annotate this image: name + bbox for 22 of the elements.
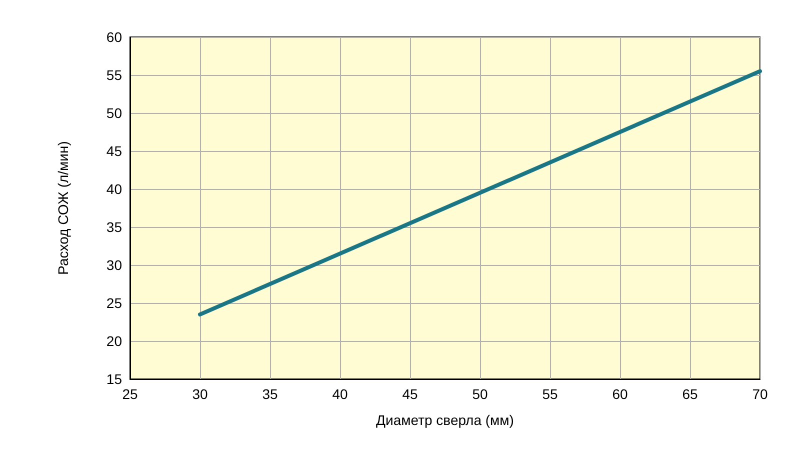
y-tick-label: 60 — [106, 29, 122, 45]
y-tick-label: 15 — [106, 371, 122, 387]
x-tick-label: 60 — [612, 386, 628, 402]
y-tick-label: 25 — [106, 295, 122, 311]
x-tick-label: 55 — [542, 386, 558, 402]
y-tick-label: 55 — [106, 67, 122, 83]
x-axis-title: Диаметр сверла (мм) — [376, 412, 514, 428]
y-tick-label: 35 — [106, 219, 122, 235]
y-tick-label: 20 — [106, 333, 122, 349]
y-tick-label: 50 — [106, 105, 122, 121]
x-tick-label: 65 — [682, 386, 698, 402]
x-tick-label: 50 — [472, 386, 488, 402]
x-tick-label: 70 — [752, 386, 768, 402]
y-axis-title: Расход СОЖ (л/мин) — [55, 141, 71, 275]
x-tick-label: 40 — [332, 386, 348, 402]
x-tick-label: 30 — [192, 386, 208, 402]
x-tick-label: 25 — [122, 386, 138, 402]
x-tick-label: 45 — [402, 386, 418, 402]
y-tick-label: 45 — [106, 143, 122, 159]
y-tick-label: 30 — [106, 257, 122, 273]
x-tick-label: 35 — [262, 386, 278, 402]
y-tick-label: 40 — [106, 181, 122, 197]
